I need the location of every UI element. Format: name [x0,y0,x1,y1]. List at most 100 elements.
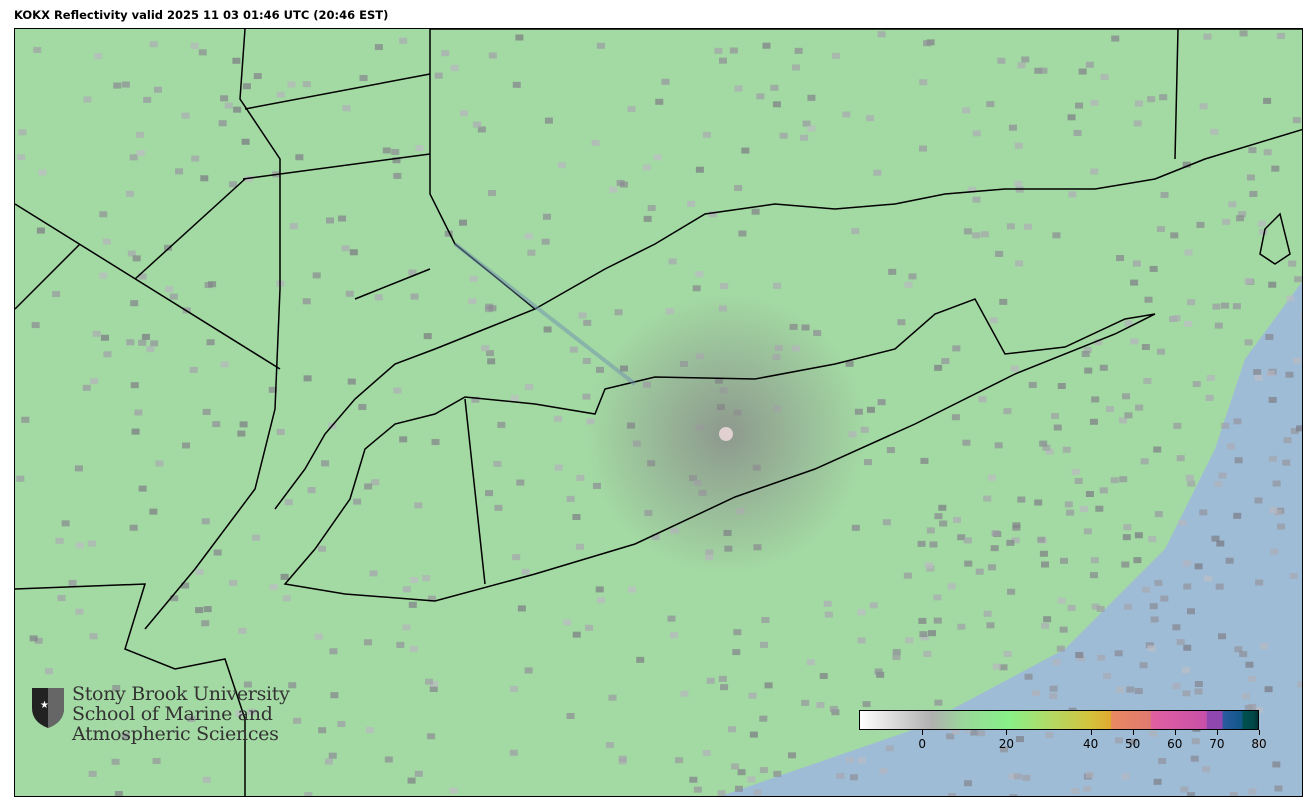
echo-pixel [175,168,184,175]
echo-pixel [569,346,578,353]
echo-pixel [1268,455,1277,462]
echo-pixel [304,792,313,796]
echo-pixel [661,78,670,85]
echo-pixel [1206,374,1215,381]
echo-pixel [779,132,788,139]
echo-pixel [1049,693,1058,700]
echo-pixel [609,186,618,193]
echo-pixel [1150,616,1159,623]
echo-pixel [1218,633,1227,640]
echo-pixel [1140,458,1149,465]
echo-pixel [933,617,942,624]
echo-pixel [1233,512,1242,519]
echo-pixel [441,50,450,57]
echo-pixel [1039,67,1048,74]
echo-pixel [1170,232,1179,239]
echo-pixel [667,615,676,622]
echo-pixel [897,319,906,326]
echo-pixel [990,545,999,552]
echo-pixel [321,460,330,467]
echo-pixel [182,442,191,449]
echo-pixel [1139,662,1148,669]
echo-pixel [200,175,209,182]
echo-pixel [1015,736,1024,743]
echo-pixel [831,52,840,59]
echo-pixel [957,534,966,541]
echo-pixel [618,755,627,762]
echo-pixel [253,73,262,80]
echo-pixel [408,601,417,608]
echo-pixel [1204,575,1213,582]
echo-pixel [55,537,64,544]
echo-pixel [1293,357,1302,364]
echo-pixel [391,148,400,155]
echo-pixel [806,659,815,666]
echo-pixel [1116,686,1125,693]
echo-pixel [141,333,150,340]
echo-pixel [1194,681,1203,688]
echo-pixel [1134,532,1143,539]
echo-pixel [874,668,883,675]
echo-pixel [582,393,591,400]
echo-pixel [399,37,408,44]
echo-pixel [1187,299,1196,306]
echo-pixel [1173,422,1182,429]
echo-pixel [1192,381,1201,388]
echo-pixel [232,57,241,64]
colorbar-tick-label: 0 [918,737,926,751]
echo-pixel [918,145,927,152]
echo-pixel [1089,418,1098,425]
echo-pixel [749,731,758,738]
echo-pixel [224,102,233,109]
echo-pixel [1041,622,1050,629]
echo-pixel [195,568,204,575]
echo-pixel [1134,688,1143,695]
echo-pixel [497,421,506,428]
echo-pixel [410,576,419,583]
echo-pixel [202,408,211,415]
echo-pixel [1159,94,1168,101]
echo-pixel [1003,650,1012,657]
reflectivity-colorbar [859,710,1259,730]
echo-pixel [734,184,743,191]
echo-pixel [554,415,563,422]
echo-pixel [127,250,136,257]
echo-pixel [238,627,247,634]
colorbar-tick-label: 40 [1082,737,1099,751]
echo-pixel [155,460,164,467]
echo-pixel [1149,603,1158,610]
echo-pixel [923,40,932,47]
echo-pixel [737,769,746,776]
echo-pixel [788,752,797,759]
echo-pixel [90,378,99,385]
echo-pixel [627,105,636,112]
echo-pixel [987,474,996,481]
echo-pixel [1245,661,1254,668]
echo-pixel [1147,645,1156,652]
echo-pixel [1091,603,1100,610]
echo-pixel [1134,100,1143,107]
echo-pixel [235,710,244,717]
echo-pixel [1153,778,1162,785]
echo-pixel [947,583,956,590]
echo-pixel [201,518,210,525]
echo-pixel [1263,97,1272,104]
echo-pixel [17,154,26,161]
colorbar-tick-label: 60 [1167,737,1183,751]
echo-pixel [1059,626,1068,633]
echo-pixel [318,545,327,552]
colorbar-tick [922,730,924,735]
echo-pixel [991,530,1000,537]
echo-pixel [1264,686,1273,693]
echo-pixel [934,364,943,371]
echo-pixel [582,357,591,364]
echo-pixel [741,147,750,154]
echo-pixel [1292,117,1301,124]
echo-pixel [1126,686,1135,693]
echo-pixel [165,286,174,293]
echo-pixel [515,34,524,41]
echo-pixel [1003,408,1012,415]
echo-pixel [314,633,323,640]
echo-pixel [596,42,605,49]
echo-pixel [1133,120,1142,127]
